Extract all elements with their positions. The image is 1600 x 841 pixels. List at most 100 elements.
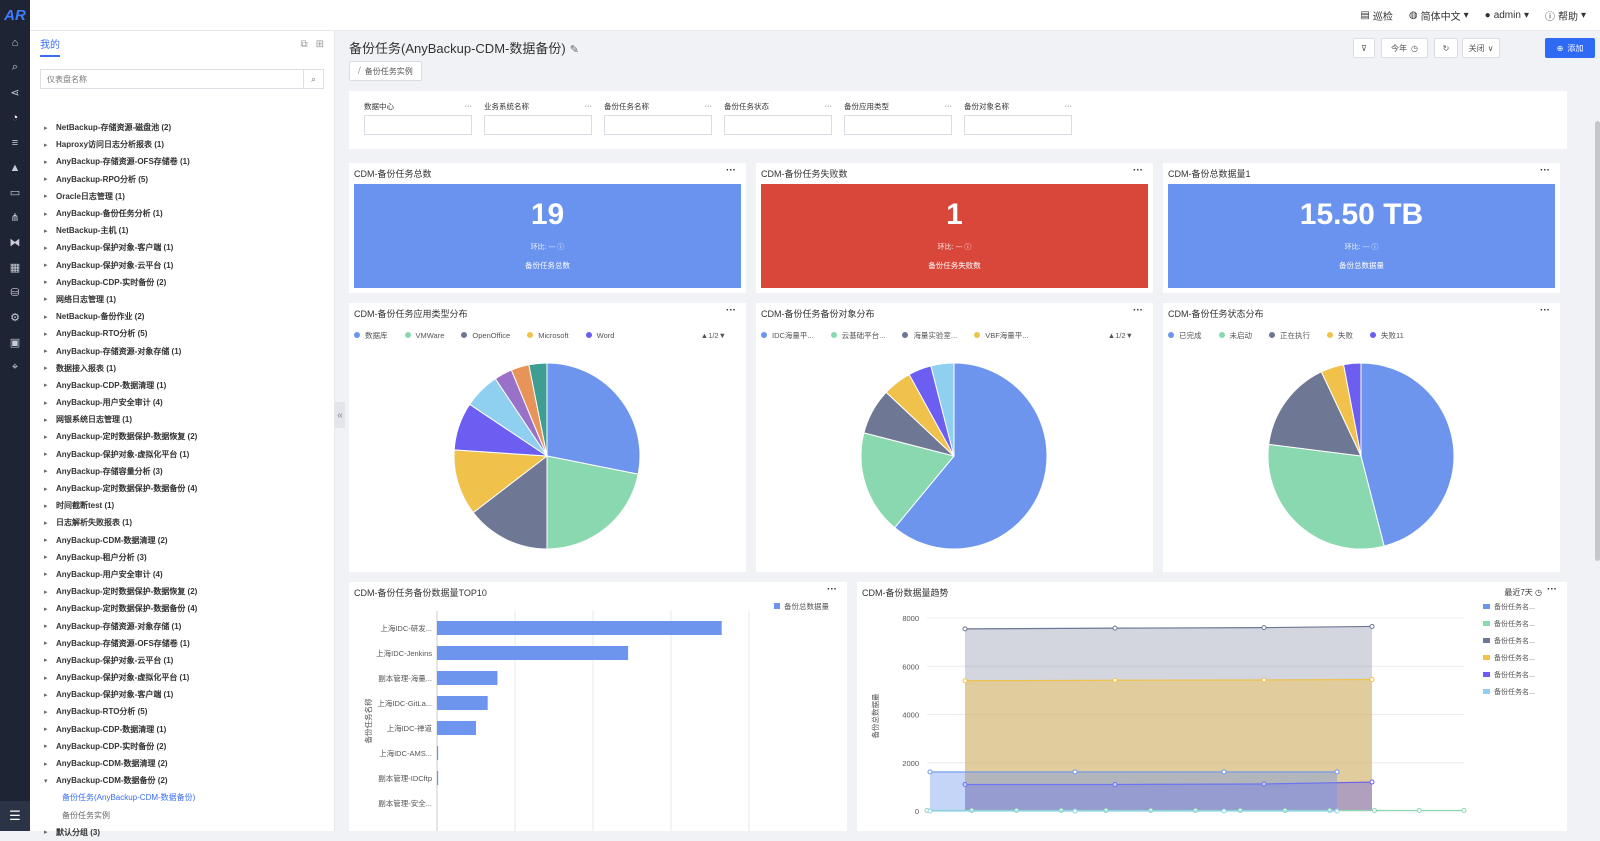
tree-item[interactable]: ▸数据接入报表 (1) (30, 360, 334, 377)
monitor-icon[interactable]: ▭ (0, 180, 30, 205)
tree-item[interactable]: ▸AnyBackup-CDP-数据清理 (1) (30, 721, 334, 738)
trend-range-button[interactable]: 最近7天 ◷ (1504, 587, 1542, 598)
tree-item[interactable]: ▸网络日志管理 (1) (30, 291, 334, 308)
caret-down-icon[interactable]: ▾ (44, 777, 56, 785)
report-icon[interactable]: ▦ (0, 255, 30, 280)
legend-pager[interactable]: ▲1/2▼ (1108, 331, 1133, 340)
filter-input[interactable] (604, 115, 712, 135)
query-icon[interactable]: ⌖ (0, 355, 30, 380)
more-icon[interactable]: ··· (705, 101, 713, 113)
legend-item[interactable]: 未启动 (1219, 330, 1253, 341)
bar[interactable] (437, 721, 476, 735)
tree-item[interactable]: ▸AnyBackup-RPO分析 (5) (30, 171, 334, 188)
series-point[interactable] (1222, 770, 1226, 774)
caret-right-icon[interactable]: ▸ (44, 639, 56, 647)
tree-item[interactable]: ▸AnyBackup-租户分析 (3) (30, 549, 334, 566)
legend-item[interactable]: 备份任务名... (1483, 598, 1555, 615)
caret-right-icon[interactable]: ▸ (44, 485, 56, 493)
more-icon[interactable]: ··· (1133, 165, 1143, 176)
tree-item[interactable]: ▸AnyBackup-定时数据保护-数据备份 (4) (30, 480, 334, 497)
add-folder-icon[interactable]: ⊞ (316, 39, 324, 50)
search-icon[interactable]: ⌕ (303, 70, 323, 88)
legend-item[interactable]: 备份任务名... (1483, 683, 1555, 700)
tree-item[interactable]: ▸AnyBackup-存储资源-对象存储 (1) (30, 342, 334, 359)
caret-right-icon[interactable]: ▸ (44, 588, 56, 596)
series-point[interactable] (1222, 809, 1226, 813)
legend-item[interactable]: 失败 (1327, 330, 1353, 341)
tree-item[interactable]: ▸Oracle日志管理 (1) (30, 188, 334, 205)
caret-right-icon[interactable]: ▸ (44, 158, 56, 166)
legend-item[interactable]: Microsoft (527, 331, 568, 340)
legend-item[interactable]: Word (586, 331, 615, 340)
search-icon[interactable]: ⌕ (0, 55, 30, 80)
bar[interactable] (437, 771, 438, 785)
series-point[interactable] (963, 679, 967, 683)
series-point[interactable] (1113, 626, 1117, 630)
edit-icon[interactable]: ✎ (570, 44, 579, 56)
tree-item[interactable]: ▸AnyBackup-保护对象-客户端 (1) (30, 239, 334, 256)
caret-right-icon[interactable]: ▸ (44, 399, 56, 407)
legend-item[interactable]: 数据库 (354, 330, 388, 341)
tree-item[interactable]: ▸AnyBackup-CDP-实时备份 (2) (30, 738, 334, 755)
auto-refresh-select[interactable]: 关闭∨ (1462, 38, 1500, 58)
tree-item[interactable]: ▸AnyBackup-存储容量分析 (3) (30, 463, 334, 480)
caret-right-icon[interactable]: ▸ (44, 742, 56, 750)
tree-item[interactable]: ▸AnyBackup-保护对象-客户端 (1) (30, 686, 334, 703)
tree-item[interactable]: ▸AnyBackup-CDM-数据清理 (2) (30, 532, 334, 549)
tree-item[interactable]: ▸日志解析失败报表 (1) (30, 514, 334, 531)
legend-item[interactable]: 备份任务名... (1483, 615, 1555, 632)
collapse-panel-icon[interactable]: « (335, 402, 345, 428)
tree-item[interactable]: ▸AnyBackup-RTO分析 (5) (30, 325, 334, 342)
more-icon[interactable]: ··· (1547, 584, 1557, 595)
caret-right-icon[interactable]: ▸ (44, 553, 56, 561)
caret-right-icon[interactable]: ▸ (44, 295, 56, 303)
caret-right-icon[interactable]: ▸ (44, 605, 56, 613)
more-icon[interactable]: ··· (1065, 101, 1073, 113)
flow-icon[interactable]: ⧓ (0, 230, 30, 255)
tree-item[interactable]: ▸NetBackup-存储资源-磁盘池 (2) (30, 119, 334, 136)
topology-icon[interactable]: ⋔ (0, 205, 30, 230)
caret-right-icon[interactable]: ▸ (44, 433, 56, 441)
series-point[interactable] (928, 770, 932, 774)
caret-right-icon[interactable]: ▸ (44, 210, 56, 218)
series-point[interactable] (1335, 809, 1339, 813)
tree-item[interactable]: ▸AnyBackup-用户安全审计 (4) (30, 394, 334, 411)
caret-right-icon[interactable]: ▸ (44, 656, 56, 664)
tree-item[interactable]: ▸NetBackup-备份作业 (2) (30, 308, 334, 325)
more-icon[interactable]: ··· (825, 101, 833, 113)
caret-right-icon[interactable]: ▸ (44, 261, 56, 269)
storage-icon[interactable]: ⛁ (0, 280, 30, 305)
caret-right-icon[interactable]: ▸ (44, 313, 56, 321)
user-menu[interactable]: ●admin▾ (1485, 10, 1529, 21)
tree-item[interactable]: ▸AnyBackup-用户安全审计 (4) (30, 566, 334, 583)
legend-item[interactable]: IDC海量平... (761, 330, 814, 341)
legend-item[interactable]: 正在执行 (1269, 330, 1310, 341)
legend-pager[interactable]: ▲1/2▼ (701, 331, 726, 340)
series-point[interactable] (1417, 809, 1421, 813)
alert-icon[interactable]: ▲ (0, 155, 30, 180)
filter-icon[interactable]: ⊽ (1353, 38, 1375, 58)
caret-right-icon[interactable]: ▸ (44, 708, 56, 716)
tree-item[interactable]: ▸AnyBackup-CDM-数据清理 (2) (30, 755, 334, 772)
bar[interactable] (437, 646, 628, 660)
bar[interactable] (437, 621, 722, 635)
tab-mine[interactable]: 我的 (40, 36, 60, 57)
copy-icon[interactable]: ⧉ (300, 39, 307, 50)
tree-item[interactable]: ▸网银系统日志管理 (1) (30, 411, 334, 428)
tree-item[interactable]: ▸AnyBackup-CDP-实时备份 (2) (30, 274, 334, 291)
dashboard-icon[interactable]: ◔ (0, 105, 30, 130)
caret-right-icon[interactable]: ▸ (44, 536, 56, 544)
share-icon[interactable]: ⋖ (0, 80, 30, 105)
legend-item[interactable]: OpenOffice (461, 331, 510, 340)
legend-item[interactable]: 备份任务名... (1483, 666, 1555, 683)
tree-item[interactable]: ▾AnyBackup-CDM-数据备份 (2) (30, 772, 334, 789)
caret-right-icon[interactable]: ▸ (44, 192, 56, 200)
caret-right-icon[interactable]: ▸ (44, 828, 56, 836)
legend-item[interactable]: 备份任务名... (1483, 649, 1555, 666)
series-point[interactable] (1073, 809, 1077, 813)
caret-right-icon[interactable]: ▸ (44, 347, 56, 355)
caret-right-icon[interactable]: ▸ (44, 570, 56, 578)
series-point[interactable] (1462, 809, 1466, 813)
tree-item[interactable]: 备份任务实例 (30, 807, 334, 824)
